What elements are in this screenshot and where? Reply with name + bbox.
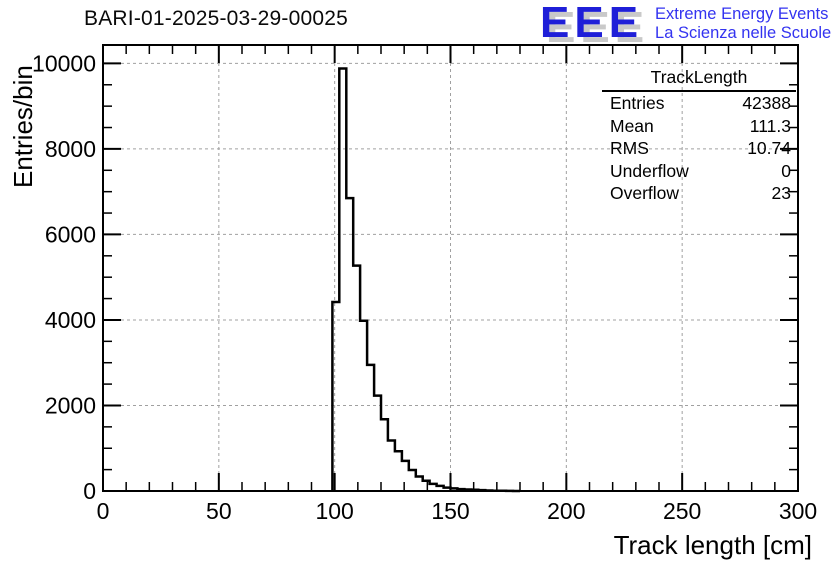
stats-row-value: 42388: [742, 93, 791, 114]
eee-logo-acronym: EEE: [540, 0, 644, 47]
stats-row: Mean 111.3: [602, 115, 796, 137]
stats-row-label: Overflow: [610, 183, 680, 204]
eee-logo-subtitle: Extreme Energy Events La Scienza nelle S…: [655, 1, 831, 42]
eee-logo: EEE Extreme Energy Events La Scienza nel…: [540, 1, 831, 45]
x-tick-label: 150: [431, 498, 469, 524]
eee-logo-line2: La Scienza nelle Scuole: [655, 23, 832, 42]
y-tick-label: 10000: [32, 50, 96, 76]
stats-box-rows: Entries 42388 Mean 111.3 RMS 10.74 Underflow 0 O…: [602, 92, 796, 204]
stats-row: Entries 42388: [602, 92, 796, 114]
stats-row-value: 0: [781, 160, 791, 181]
x-axis-title: Track length [cm]: [613, 530, 812, 560]
stats-row: RMS 10.74: [602, 137, 796, 159]
stats-row-label: Mean: [610, 115, 654, 136]
x-tick-label: 0: [97, 498, 110, 524]
y-tick-label: 6000: [45, 221, 96, 247]
histogram-line: [331, 67, 520, 493]
stats-row-label: Underflow: [610, 160, 689, 181]
stats-box: TrackLength Entries 42388 Mean 111.3 RMS 10.7…: [602, 66, 796, 204]
stats-row-value: 10.74: [747, 138, 791, 159]
x-tick-label: 250: [663, 498, 701, 524]
stats-row: Overflow 23: [602, 182, 796, 204]
x-tick-label: 50: [206, 498, 232, 524]
y-tick-label: 8000: [45, 136, 96, 162]
stats-row-label: Entries: [610, 93, 665, 114]
plot-title: BARI-01-2025-03-29-00025: [84, 7, 348, 30]
y-tick-label: 0: [83, 478, 96, 504]
x-tick-label: 200: [547, 498, 585, 524]
stats-box-title: TrackLength: [602, 66, 796, 93]
stats-row: Underflow 0: [602, 160, 796, 182]
stats-row-value: 23: [771, 183, 791, 204]
stats-row-value: 111.3: [749, 115, 791, 136]
y-axis-title: Entries/bin: [8, 65, 38, 188]
stats-row-label: RMS: [610, 138, 649, 159]
y-tick-label: 2000: [45, 392, 96, 418]
y-tick-label: 4000: [45, 307, 96, 333]
eee-logo-line1: Extreme Energy Events: [655, 5, 829, 23]
plot-frame: [102, 44, 799, 492]
x-tick-label: 100: [315, 498, 353, 524]
x-tick-label: 300: [779, 498, 817, 524]
